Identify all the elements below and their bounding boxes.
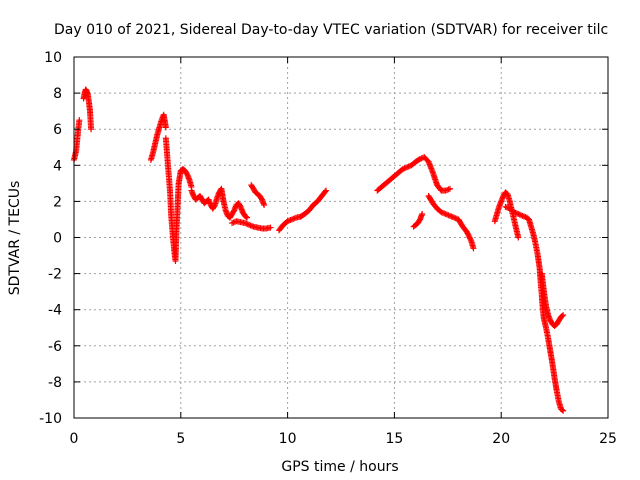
y-tick-label: 4	[53, 158, 62, 174]
tick-layer: 0 5 10 15 20 25 -10 -8 -6 -4 -2 0 2 4 6 8 10	[39, 50, 617, 447]
grid-layer	[74, 57, 608, 418]
data-point	[559, 313, 566, 320]
data-point	[242, 213, 249, 220]
y-tick-label: -10	[39, 411, 62, 427]
data-point	[470, 245, 477, 252]
data-point	[419, 211, 426, 218]
x-tick-label: 0	[70, 431, 79, 447]
data-point	[88, 126, 95, 133]
x-tick-label: 20	[492, 431, 510, 447]
data-point	[76, 117, 83, 124]
x-tick-label: 15	[385, 431, 403, 447]
y-tick-label: -2	[48, 267, 62, 283]
data-point	[162, 124, 169, 131]
data-point	[467, 236, 474, 243]
data-point	[444, 186, 451, 193]
data-point	[445, 186, 452, 193]
x-tick-label: 10	[279, 431, 297, 447]
x-tick-label: 5	[176, 431, 185, 447]
data-point	[446, 185, 453, 192]
data-marks-layer	[71, 86, 567, 414]
y-tick-label: 8	[53, 86, 62, 102]
data-point	[244, 214, 251, 221]
y-tick-label: -6	[48, 339, 62, 355]
y-tick-label: -8	[48, 375, 62, 391]
y-tick-label: 2	[53, 194, 62, 210]
data-point	[211, 203, 218, 210]
data-point	[261, 202, 268, 209]
y-tick-label: 10	[44, 50, 62, 66]
data-point	[560, 312, 567, 319]
chart-title: Day 010 of 2021, Sidereal Day-to-day VTE…	[54, 22, 608, 38]
data-point	[322, 188, 329, 195]
x-tick-label: 25	[599, 431, 617, 447]
y-tick-label: 6	[53, 122, 62, 138]
y-tick-label: 0	[53, 231, 62, 247]
data-point	[515, 234, 522, 241]
x-axis-label: GPS time / hours	[281, 459, 398, 475]
y-tick-label: -4	[48, 303, 62, 319]
data-point	[559, 406, 566, 413]
y-axis-label: SDTVAR / TECUs	[7, 181, 23, 296]
data-point	[267, 224, 274, 231]
data-point	[230, 219, 237, 226]
data-point	[323, 187, 330, 194]
data-point	[560, 407, 567, 414]
